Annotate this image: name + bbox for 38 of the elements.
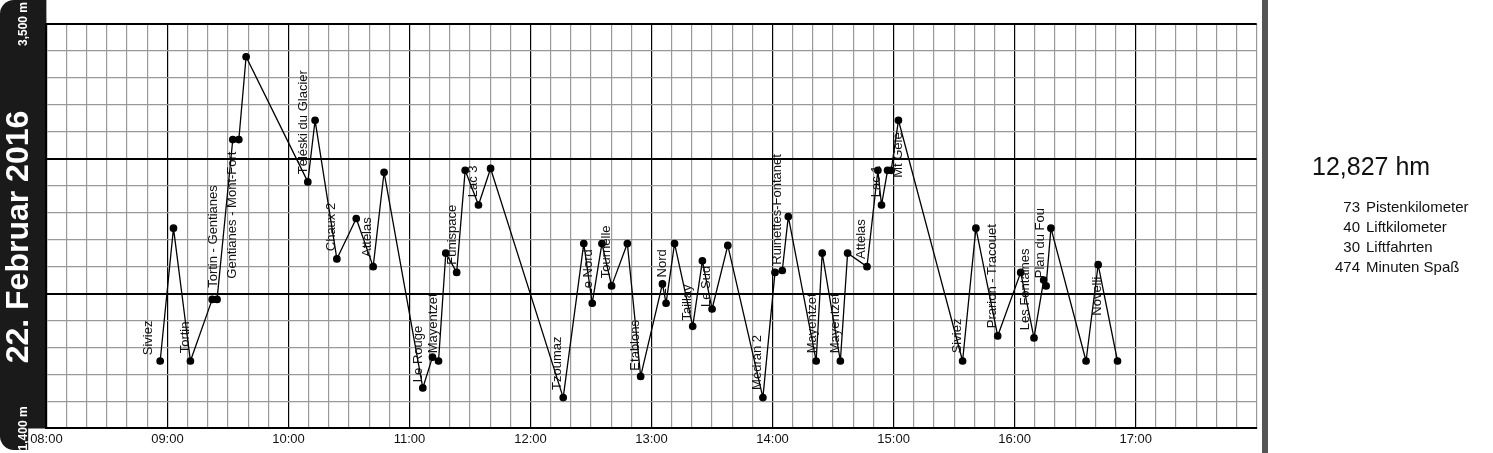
annotation: Le Nord <box>579 249 595 296</box>
annotation: Lac 3 <box>464 165 480 198</box>
annotation: Mayentzet <box>803 292 819 354</box>
x-tick-label: 11:00 <box>393 430 426 446</box>
text: 30 Liftfahrten <box>1342 237 1433 257</box>
annotation: Plan du Fou <box>1032 208 1048 279</box>
annotation: Etablons <box>626 319 642 371</box>
x-tick-label: 09:00 <box>151 430 184 446</box>
x-tick-label: 14:00 <box>756 430 789 446</box>
annotation: Tzoumaz <box>549 336 565 390</box>
x-tick-label: 16:00 <box>998 430 1031 446</box>
annotation: Attelas <box>359 216 375 258</box>
annotation: Funispace <box>444 204 460 265</box>
annotation: Attelas <box>853 218 869 259</box>
text: 73 Pistenkilometer <box>1342 197 1469 217</box>
x-tick-label: 17:00 <box>1119 430 1152 446</box>
annotation: Le Rouge <box>410 325 426 383</box>
x-tick-label: 08:00 <box>30 430 63 446</box>
x-tick-label: 12:00 <box>514 430 547 446</box>
text: 22. Februar 2016 <box>0 110 36 364</box>
y-tick-label: 1,400 m <box>15 406 30 451</box>
annotation: Lac 1 <box>867 165 883 198</box>
x-tick-label: 13:00 <box>635 430 668 446</box>
x-tick-label: 10:00 <box>272 430 305 446</box>
annotation: Siviez <box>140 320 156 356</box>
annotation: Mayentzet <box>424 292 440 354</box>
annotation: Mayentzet <box>826 292 842 354</box>
annotation: Médran 2 <box>749 334 765 390</box>
annotation: Chaux 2 <box>323 202 339 252</box>
y-tick-label: 3,500 m <box>15 1 30 47</box>
annotation: Tortin <box>176 321 192 354</box>
text: 40 Liftkilometer <box>1342 217 1447 237</box>
text: 474 Minuten Spaß <box>1333 257 1460 277</box>
annotation: Siviez <box>948 318 964 354</box>
x-tick-label: 15:00 <box>877 430 910 446</box>
text: 12,827 hm <box>1311 152 1432 181</box>
annotation: Mt Gelé <box>889 132 905 178</box>
annotation: Tortin - Gentianes <box>204 184 220 288</box>
